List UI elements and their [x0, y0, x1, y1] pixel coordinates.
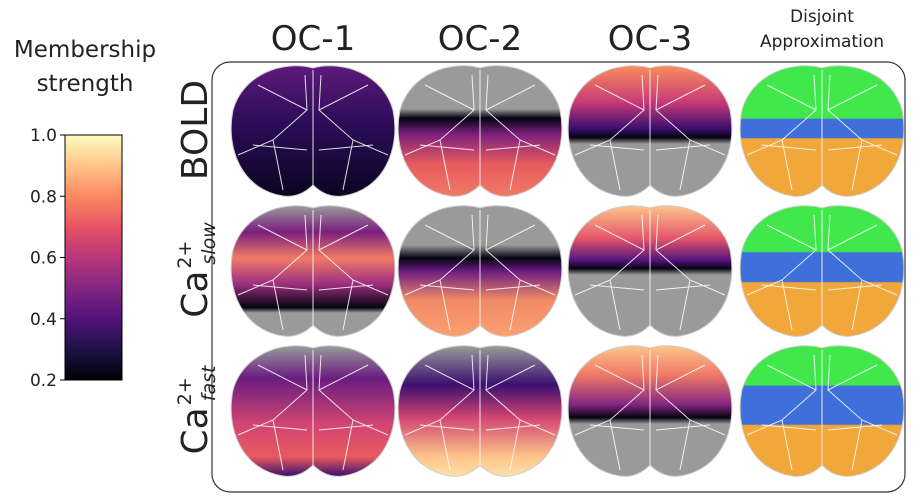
colorbar-title: Membership — [14, 37, 156, 63]
region-border — [574, 70, 726, 191]
colorbar-tick-label: 1.0 — [30, 126, 57, 146]
region-border — [404, 210, 556, 331]
row-label-base: Ca — [175, 407, 216, 454]
region-border — [746, 70, 898, 191]
labels: OC-1 OC-2 OC-3DisjointApproximationBOLDCa2… — [174, 7, 884, 454]
row-label: Ca2+ fast — [174, 364, 220, 454]
row-label-sub: slow — [198, 222, 220, 265]
region-border — [574, 210, 726, 331]
region-border — [237, 350, 389, 471]
region-border — [746, 350, 898, 471]
column-header: OC-3 — [608, 19, 692, 59]
column-header: Disjoint — [790, 7, 854, 27]
colorbar-title: strength — [37, 71, 134, 97]
row-label-sub: fast — [198, 364, 220, 401]
panel-frame — [211, 61, 906, 493]
brain-map — [739, 345, 905, 477]
row-label-sup: 2+ — [174, 377, 196, 405]
region-border — [404, 70, 556, 191]
column-header: OC-2 — [438, 19, 522, 59]
colorbar-tick-label: 0.2 — [30, 371, 57, 391]
colorbar-tick-label: 0.8 — [30, 187, 57, 207]
brain-map — [567, 65, 733, 197]
colorbar-tick-label: 0.4 — [30, 310, 57, 330]
brain-map — [567, 205, 733, 337]
brain-map — [230, 205, 396, 337]
row-label-base: BOLD — [175, 80, 216, 180]
brain-maps — [230, 65, 905, 477]
colorbar-scale — [64, 134, 123, 381]
row-label: Ca2+ slow — [174, 222, 220, 318]
colorbar-tick-label: 0.6 — [30, 249, 57, 269]
brain-map — [397, 205, 563, 337]
region-border — [404, 350, 556, 471]
region-border — [237, 70, 389, 191]
brain-map — [567, 345, 733, 477]
brain-map — [739, 65, 905, 197]
brain-map — [739, 205, 905, 337]
colorbar: Membership strength 0.2 0.4 0.6 0.8 1.0 — [14, 37, 156, 391]
brain-map — [397, 65, 563, 197]
brain-map — [397, 345, 563, 477]
row-label: BOLD — [175, 80, 216, 180]
row-label-base: Ca — [175, 271, 216, 318]
column-header: OC-1 — [271, 19, 355, 59]
region-border — [574, 350, 726, 471]
region-border — [746, 210, 898, 331]
brain-map — [230, 345, 396, 477]
row-label-sup: 2+ — [174, 241, 196, 269]
column-header: Approximation — [760, 32, 884, 52]
brain-map — [230, 65, 396, 197]
region-border — [237, 210, 389, 331]
